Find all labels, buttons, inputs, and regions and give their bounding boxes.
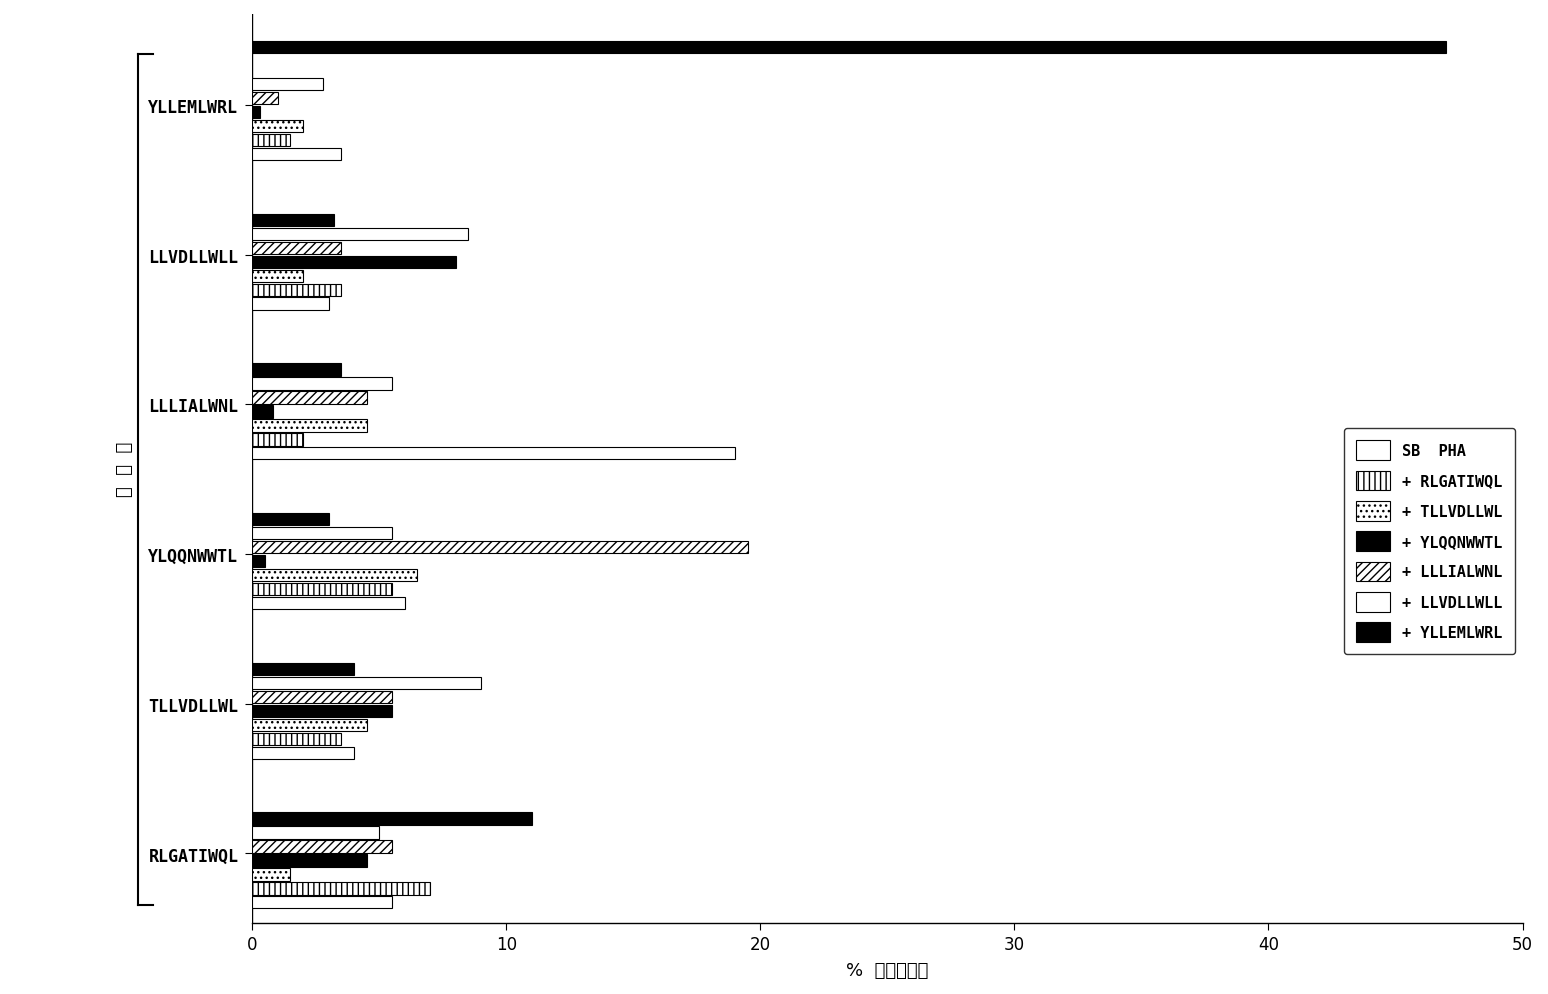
Bar [252,719,367,732]
Bar [252,841,392,853]
Bar [252,869,291,881]
Bar [252,256,455,268]
Bar [252,364,341,377]
Bar [252,135,291,147]
Bar [252,677,481,690]
Bar [252,92,277,105]
Bar [252,378,392,391]
Bar [252,883,430,895]
Bar [252,270,303,282]
Bar [252,897,392,909]
Bar [252,556,265,568]
X-axis label: %  特异性溶解: % 特异性溶解 [847,961,929,979]
Bar [252,583,392,595]
Bar [252,813,533,825]
Bar [252,705,392,718]
Bar [252,733,341,746]
Bar [252,284,341,296]
Bar [252,663,354,675]
Bar [252,298,328,310]
Text: 刺  激  肽: 刺 激 肽 [116,441,135,497]
Bar [252,392,367,405]
Bar [252,106,260,119]
Bar [252,121,303,133]
Bar [252,691,392,704]
Bar [252,149,341,161]
Bar [252,42,1446,54]
Bar [252,855,367,867]
Bar [252,514,328,526]
Legend: SB  PHA, + RLGATIWQL, + TLLVDLLWL, + YLQQNWWTL, + LLLIALWNL, + LLVDLLWLL, + YLLE: SB PHA, + RLGATIWQL, + TLLVDLLWL, + YLQQ… [1344,428,1515,654]
Bar [252,215,334,227]
Bar [252,406,272,418]
Bar [252,746,354,759]
Bar [252,433,303,446]
Bar [252,419,367,432]
Bar [252,528,392,540]
Bar [252,827,379,839]
Bar [252,243,341,254]
Bar [252,447,735,460]
Bar [252,570,418,581]
Bar [252,542,748,554]
Bar [252,229,467,241]
Bar [252,79,324,91]
Bar [252,597,404,609]
